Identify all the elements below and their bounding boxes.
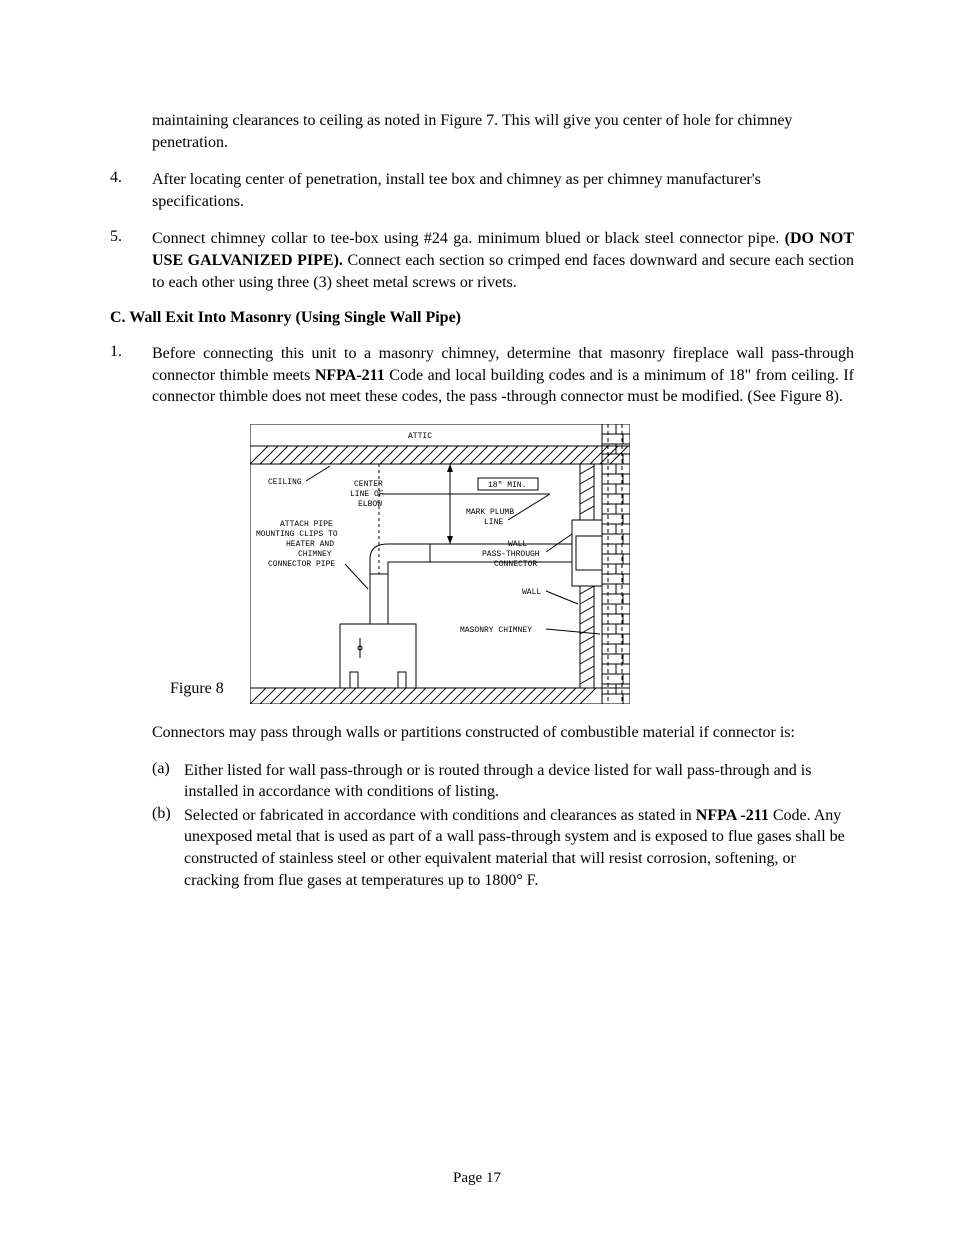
item-text: Connect chimney collar to tee-box using … <box>152 228 854 293</box>
alpha-text: Selected or fabricated in accordance wit… <box>184 805 854 891</box>
list-item-4: 4. After locating center of penetration,… <box>110 169 854 212</box>
alpha-item-b: (b) Selected or fabricated in accordance… <box>152 805 854 891</box>
alpha-label: (b) <box>152 805 184 891</box>
svg-text:CENTER: CENTER <box>354 480 383 489</box>
bold-run: NFPA -211 <box>696 807 769 824</box>
alpha-label: (a) <box>152 760 184 803</box>
svg-text:LINE: LINE <box>484 518 503 527</box>
item-number: 4. <box>110 169 152 212</box>
alpha-text: Either listed for wall pass-through or i… <box>184 760 854 803</box>
figure-8-diagram: ATTIC <box>250 424 630 704</box>
list-item-5: 5. Connect chimney collar to tee-box usi… <box>110 228 854 293</box>
para-after-figure: Connectors may pass through walls or par… <box>152 722 854 744</box>
item-text: After locating center of penetration, in… <box>152 169 854 212</box>
item-number: 1. <box>110 343 152 408</box>
section-heading-c: C. Wall Exit Into Masonry (Using Single … <box>110 309 854 327</box>
svg-text:PASS-THROUGH: PASS-THROUGH <box>482 550 540 559</box>
figure-8-wrap: Figure 8 ATTIC <box>110 424 854 704</box>
svg-text:ATTACH PIPE: ATTACH PIPE <box>280 520 333 529</box>
svg-text:18" MIN.: 18" MIN. <box>488 481 526 490</box>
svg-text:ATTIC: ATTIC <box>408 432 432 441</box>
figure-row: Figure 8 ATTIC <box>110 424 854 704</box>
list-item-c1: 1. Before connecting this unit to a maso… <box>110 343 854 408</box>
item-text: Before connecting this unit to a masonry… <box>152 343 854 408</box>
text-run: Selected or fabricated in accordance wit… <box>184 807 696 824</box>
svg-text:HEATER AND: HEATER AND <box>286 540 334 549</box>
svg-text:CONNECTOR: CONNECTOR <box>494 560 537 569</box>
figure-svg: ATTIC <box>250 424 630 704</box>
svg-text:CONNECTOR PIPE: CONNECTOR PIPE <box>268 560 335 569</box>
para-continued: maintaining clearances to ceiling as not… <box>152 110 854 153</box>
svg-text:WALL: WALL <box>508 540 527 549</box>
alpha-item-a: (a) Either listed for wall pass-through … <box>152 760 854 803</box>
svg-text:ELBOW: ELBOW <box>358 500 382 509</box>
svg-text:CHIMNEY: CHIMNEY <box>298 550 332 559</box>
item-number: 5. <box>110 228 152 293</box>
svg-text:WALL: WALL <box>522 588 541 597</box>
svg-text:CEILING: CEILING <box>268 478 302 487</box>
text-run: Connect chimney collar to tee-box using … <box>152 230 785 247</box>
svg-text:MARK PLUMB: MARK PLUMB <box>466 508 514 517</box>
figure-caption: Figure 8 <box>170 680 224 704</box>
page-number: Page 17 <box>0 1170 954 1187</box>
svg-text:LINE OF: LINE OF <box>350 490 384 499</box>
page: maintaining clearances to ceiling as not… <box>0 0 954 1235</box>
svg-text:MASONRY CHIMNEY: MASONRY CHIMNEY <box>460 626 532 635</box>
svg-text:MOUNTING CLIPS TO: MOUNTING CLIPS TO <box>256 530 338 539</box>
bold-run: NFPA-211 <box>315 367 385 384</box>
